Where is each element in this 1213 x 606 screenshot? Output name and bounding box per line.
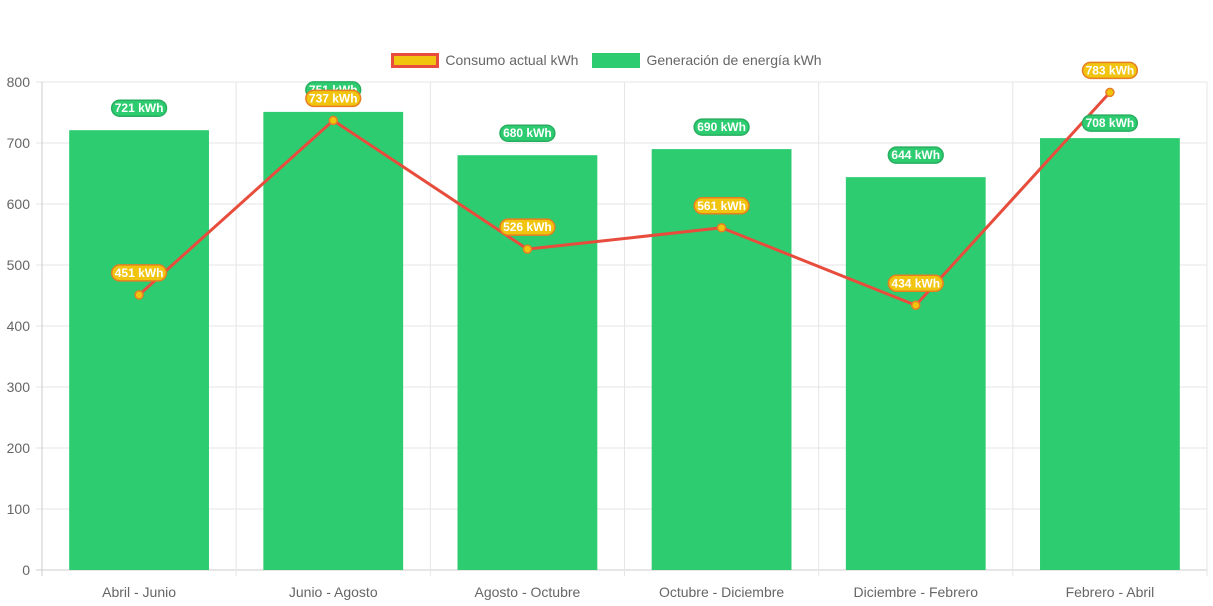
y-tick-label: 600 [7, 196, 31, 212]
line-point[interactable] [522, 244, 533, 254]
bar-value-label: 721 kWh [115, 101, 164, 115]
legend-item-consumo[interactable]: Consumo actual kWh [391, 52, 578, 68]
line-point[interactable] [134, 290, 144, 300]
x-tick-label: Abril - Junio [102, 584, 176, 600]
bar-value-label-badge [887, 146, 944, 164]
bar-value-label: 690 kWh [697, 120, 746, 134]
bar-value-label: 644 kWh [891, 148, 940, 162]
x-tick-label: Diciembre - Febrero [854, 584, 979, 600]
bar-value-label-badge [693, 118, 750, 136]
bar-value-label-badge [1081, 114, 1139, 132]
line-point[interactable] [328, 115, 338, 126]
consumo-line [138, 91, 1112, 307]
line-value-label: 434 kWh [891, 276, 940, 290]
line-value-label-badge [499, 218, 556, 236]
line-value-label: 737 kWh [309, 91, 358, 105]
y-tick-label: 0 [22, 562, 30, 578]
line-point[interactable] [911, 300, 921, 311]
line-value-label-badge [887, 274, 944, 293]
bar-value-label: 708 kWh [1086, 116, 1135, 130]
legend-label-generacion: Generación de energía kWh [646, 52, 822, 68]
line-value-label-badge [693, 197, 750, 215]
bar[interactable] [845, 177, 986, 570]
line-value-label: 561 kWh [697, 199, 746, 213]
legend-label-consumo: Consumo actual kWh [445, 52, 579, 68]
bar[interactable] [69, 130, 209, 570]
line-value-label: 451 kWh [115, 266, 164, 280]
bar[interactable] [651, 149, 792, 570]
y-tick-label: 500 [7, 257, 31, 273]
legend-swatch-consumo [391, 52, 440, 68]
y-tick-label: 800 [7, 74, 31, 90]
line-point[interactable] [1105, 87, 1115, 98]
y-tick-label: 300 [7, 379, 31, 395]
y-tick-label: 200 [7, 440, 31, 456]
x-tick-label: Octubre - Diciembre [659, 584, 784, 600]
line-value-label: 783 kWh [1086, 63, 1135, 77]
bar[interactable] [1040, 138, 1180, 570]
y-tick-label: 400 [7, 318, 31, 334]
legend-item-generacion[interactable]: Generación de energía kWh [592, 52, 822, 68]
x-tick-label: Agosto - Octubre [475, 584, 581, 600]
line-value-label-badge [1081, 61, 1139, 80]
line-value-label-badge [305, 89, 362, 108]
line-point[interactable] [716, 223, 727, 233]
legend-swatch-generacion [592, 52, 641, 68]
y-tick-label: 700 [7, 135, 31, 151]
bar[interactable] [263, 111, 404, 570]
y-tick-label: 100 [7, 501, 31, 517]
bar-value-label-badge [499, 124, 556, 142]
line-value-label: 526 kWh [503, 220, 552, 234]
line-value-label-badge [110, 264, 168, 282]
x-tick-label: Junio - Agosto [289, 584, 378, 600]
bar-value-label: 680 kWh [503, 126, 552, 140]
chart-legend: Consumo actual kWh Generación de energía… [0, 52, 1213, 68]
x-tick-label: Febrero - Abril [1066, 584, 1155, 600]
bar-value-label-badge [110, 99, 168, 117]
